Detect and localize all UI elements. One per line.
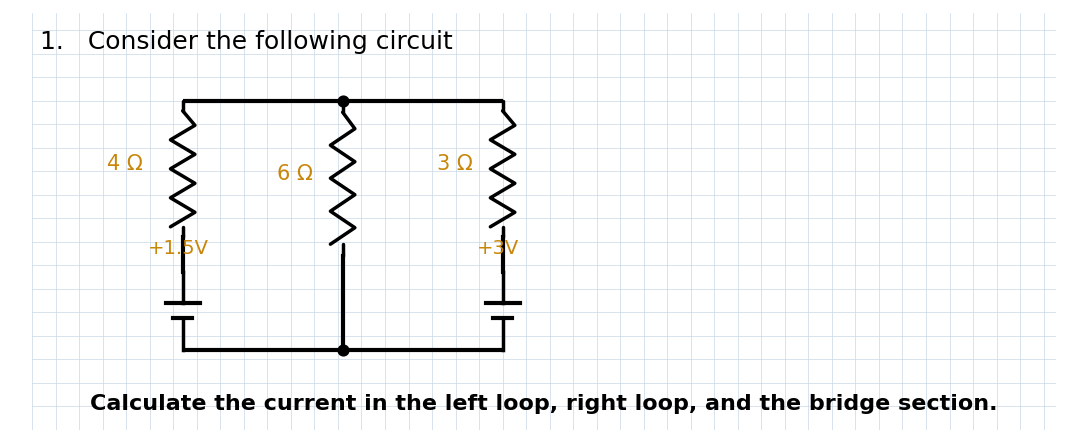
Text: +3V: +3V bbox=[477, 239, 519, 258]
Text: 1.   Consider the following circuit: 1. Consider the following circuit bbox=[39, 30, 453, 54]
Point bbox=[334, 346, 351, 354]
Point bbox=[334, 97, 351, 104]
Text: Calculate the current in the left loop, right loop, and the bridge section.: Calculate the current in the left loop, … bbox=[90, 393, 998, 414]
Text: +1.5V: +1.5V bbox=[148, 239, 209, 258]
Text: 3 Ω: 3 Ω bbox=[436, 154, 472, 174]
Text: 6 Ω: 6 Ω bbox=[276, 163, 312, 183]
Text: 4 Ω: 4 Ω bbox=[108, 154, 144, 174]
